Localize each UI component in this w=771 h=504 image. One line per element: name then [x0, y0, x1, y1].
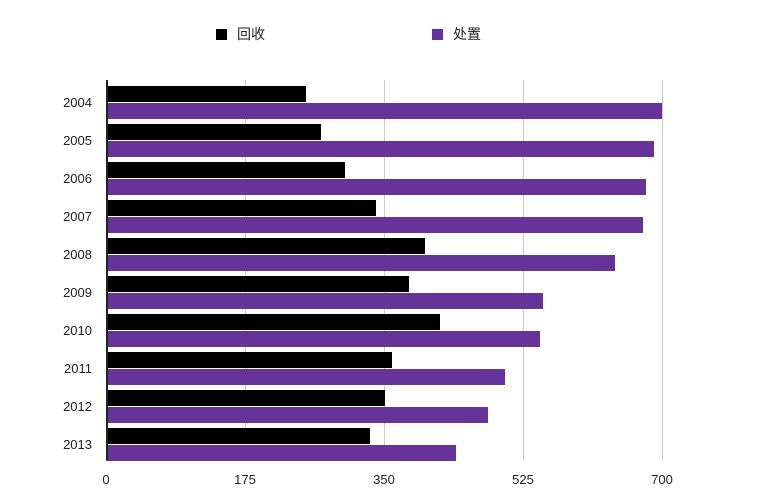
category-label: 2013 — [63, 437, 92, 452]
category-label: 2010 — [63, 323, 92, 338]
bar-recycle[interactable] — [106, 314, 440, 330]
bar-disposal[interactable] — [106, 369, 505, 385]
bar-disposal[interactable] — [106, 445, 457, 461]
bar-recycle[interactable] — [106, 124, 322, 140]
category-label: 2008 — [63, 247, 92, 262]
category-label: 2006 — [63, 171, 92, 186]
bar-recycle[interactable] — [106, 428, 370, 444]
bar-recycle[interactable] — [106, 86, 307, 102]
x-tick-label: 700 — [651, 472, 673, 487]
y-axis-line — [106, 80, 108, 460]
legend-label: 处置 — [453, 26, 481, 42]
legend-swatch-black — [216, 28, 227, 40]
bar-disposal[interactable] — [106, 217, 643, 233]
x-tick-label: 350 — [373, 472, 395, 487]
bar-recycle[interactable] — [106, 238, 426, 254]
category-label: 2004 — [63, 95, 92, 110]
bar-recycle[interactable] — [106, 352, 392, 368]
bar-disposal[interactable] — [106, 255, 616, 271]
bar-recycle[interactable] — [106, 162, 346, 178]
legend-item-recycle[interactable]: 回收 — [216, 24, 265, 44]
bar-disposal[interactable] — [106, 141, 655, 157]
bar-recycle[interactable] — [106, 276, 409, 292]
legend-label: 回收 — [237, 26, 265, 42]
bar-disposal[interactable] — [106, 407, 489, 423]
category-label: 2012 — [63, 399, 92, 414]
bar-recycle[interactable] — [106, 390, 385, 406]
legend-swatch-purple — [432, 28, 443, 40]
gridline — [662, 80, 663, 460]
legend-item-disposal[interactable]: 处置 — [432, 24, 481, 44]
plot-area: 2004 2005 2006 2007 2008 2009 2010 2011 2012 2013 — [63, 80, 706, 461]
x-tick-label: 0 — [102, 472, 110, 487]
bar-disposal[interactable] — [106, 103, 662, 119]
bar-disposal[interactable] — [106, 293, 543, 309]
x-tick-label: 525 — [512, 472, 534, 487]
legend: 回收 处置 — [0, 24, 771, 44]
bar-disposal[interactable] — [106, 179, 647, 195]
category-label: 2011 — [64, 361, 92, 376]
category-label: 2005 — [63, 133, 92, 148]
category-label: 2009 — [63, 285, 92, 300]
x-tick-label: 175 — [234, 472, 256, 487]
category-label: 2007 — [63, 209, 92, 224]
bar-recycle[interactable] — [106, 200, 377, 216]
bar-disposal[interactable] — [106, 331, 541, 347]
